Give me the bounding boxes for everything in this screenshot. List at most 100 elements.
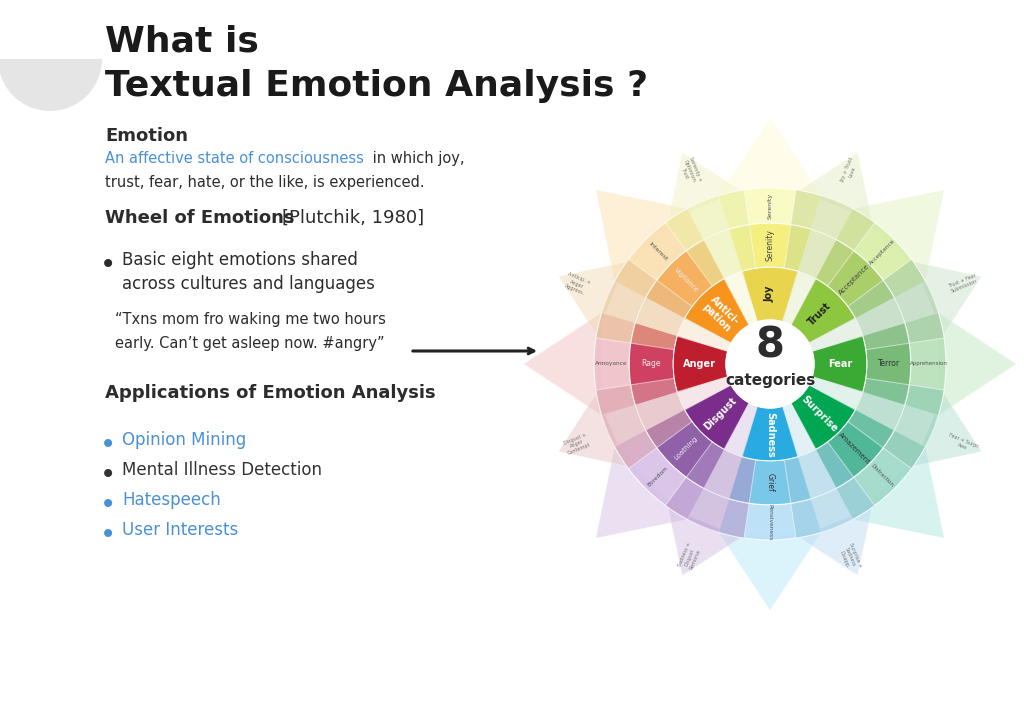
Text: Vigilance: Vigilance (673, 267, 699, 293)
Text: Opinion Mining: Opinion Mining (122, 431, 246, 449)
Wedge shape (719, 188, 821, 229)
Text: Rage: Rage (641, 360, 660, 369)
Wedge shape (741, 406, 799, 461)
Text: Antici-
pation: Antici- pation (699, 294, 740, 334)
Text: Applications of Emotion Analysis: Applications of Emotion Analysis (105, 384, 435, 402)
Wedge shape (848, 280, 909, 349)
Text: Anger: Anger (683, 359, 716, 369)
Text: Fear + Surpr.
Awe: Fear + Surpr. Awe (946, 433, 980, 455)
Wedge shape (791, 385, 855, 449)
Polygon shape (559, 262, 627, 335)
Polygon shape (913, 262, 981, 335)
Text: Disgust: Disgust (702, 395, 738, 432)
Text: Surprise: Surprise (800, 394, 840, 434)
Text: Surprise +
Sadness
Disapp.: Surprise + Sadness Disapp. (838, 542, 862, 572)
Polygon shape (559, 393, 627, 466)
Wedge shape (809, 318, 863, 352)
Text: •: • (100, 491, 117, 519)
Wedge shape (883, 385, 944, 469)
Wedge shape (784, 225, 854, 286)
Text: in which joy,: in which joy, (368, 151, 465, 166)
Polygon shape (913, 393, 981, 466)
Text: Pensiveness: Pensiveness (768, 504, 772, 541)
Polygon shape (719, 532, 821, 610)
Wedge shape (686, 441, 756, 503)
Text: Emotion: Emotion (105, 127, 188, 145)
Text: Acceptance: Acceptance (838, 263, 870, 296)
Text: Mental Illness Detection: Mental Illness Detection (122, 461, 322, 479)
Text: •: • (100, 431, 117, 459)
Polygon shape (938, 313, 1017, 416)
Wedge shape (631, 378, 692, 448)
Text: trust, fear, hate, or the like, is experienced.: trust, fear, hate, or the like, is exper… (105, 175, 425, 190)
Text: Interest: Interest (647, 242, 669, 262)
Wedge shape (782, 403, 816, 457)
Text: Anticip. +
Anger
Aggress.: Anticip. + Anger Aggress. (562, 272, 591, 296)
Wedge shape (0, 59, 102, 111)
Text: Apprehension: Apprehension (909, 362, 947, 367)
Text: An affective state of consciousness: An affective state of consciousness (105, 151, 364, 166)
Wedge shape (815, 409, 894, 488)
Text: Loathing: Loathing (673, 435, 698, 461)
Polygon shape (799, 152, 872, 221)
Text: Wheel of Emotions: Wheel of Emotions (105, 209, 301, 227)
Text: Sadness: Sadness (765, 411, 775, 457)
Wedge shape (904, 313, 946, 416)
Wedge shape (729, 457, 811, 505)
Wedge shape (729, 223, 811, 272)
Wedge shape (848, 378, 909, 448)
Text: User Interests: User Interests (122, 521, 239, 539)
Wedge shape (837, 209, 926, 298)
Text: “Txns mom fro waking me two hours: “Txns mom fro waking me two hours (115, 312, 386, 327)
Wedge shape (837, 430, 926, 519)
Polygon shape (523, 313, 602, 416)
Polygon shape (853, 190, 944, 281)
Text: Trust: Trust (806, 301, 834, 328)
Wedge shape (791, 190, 874, 251)
Text: Basic eight emotions shared
across cultures and languages: Basic eight emotions shared across cultu… (122, 251, 375, 293)
Wedge shape (684, 278, 750, 344)
Text: categories: categories (725, 373, 815, 388)
Wedge shape (741, 267, 799, 322)
Text: Disgust +
Anger
Contempt: Disgust + Anger Contempt (562, 431, 592, 457)
Wedge shape (677, 377, 731, 410)
Text: early. Can’t get asleep now. #angry”: early. Can’t get asleep now. #angry” (115, 336, 385, 351)
Text: •: • (100, 461, 117, 489)
Text: Distraction: Distraction (869, 464, 894, 488)
Wedge shape (631, 280, 692, 349)
Wedge shape (782, 271, 816, 325)
Text: Fear: Fear (828, 359, 853, 369)
Wedge shape (684, 385, 750, 449)
Text: Terror: Terror (878, 360, 900, 369)
Wedge shape (596, 385, 656, 469)
Wedge shape (883, 260, 944, 343)
Circle shape (726, 320, 814, 408)
Text: What is: What is (105, 24, 259, 58)
Wedge shape (646, 239, 725, 319)
Wedge shape (614, 430, 703, 519)
Text: Acceptance: Acceptance (868, 238, 896, 266)
Wedge shape (596, 260, 656, 343)
Wedge shape (719, 499, 821, 540)
Text: Textual Emotion Analysis ?: Textual Emotion Analysis ? (105, 69, 648, 103)
Wedge shape (666, 477, 750, 538)
Wedge shape (646, 409, 725, 488)
Wedge shape (614, 209, 703, 298)
Text: Joy: Joy (765, 285, 775, 302)
Wedge shape (666, 190, 750, 251)
Wedge shape (862, 323, 910, 406)
Wedge shape (677, 318, 731, 352)
Wedge shape (673, 336, 728, 393)
Wedge shape (784, 441, 854, 503)
Polygon shape (668, 508, 741, 575)
Wedge shape (629, 323, 678, 406)
Text: •: • (100, 251, 117, 279)
Text: Grief: Grief (766, 473, 774, 493)
Wedge shape (791, 477, 874, 538)
Wedge shape (812, 336, 866, 393)
Polygon shape (596, 446, 687, 539)
Text: Annoyance: Annoyance (595, 362, 628, 367)
Wedge shape (686, 225, 756, 286)
Text: Trust + Fear
Submission: Trust + Fear Submission (947, 273, 979, 295)
Text: Serenity: Serenity (768, 193, 772, 219)
